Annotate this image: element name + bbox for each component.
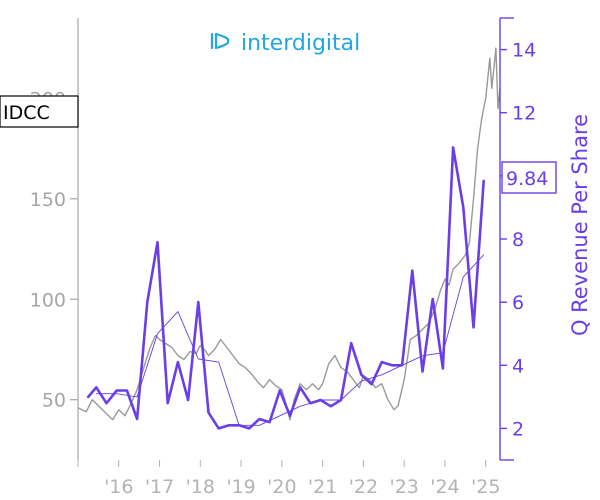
last-value-label: 9.84	[506, 168, 548, 190]
right-tick-label: 8	[512, 229, 524, 251]
x-tick-label: '19	[226, 476, 255, 498]
ticker-label: IDCC	[3, 102, 50, 124]
x-tick-label: '18	[186, 476, 215, 498]
ticker-box: IDCC	[0, 95, 79, 128]
series-line-2	[86, 146, 485, 430]
series-layer	[77, 47, 501, 430]
right-tick-label: 14	[512, 40, 536, 62]
x-tick-label: '16	[104, 476, 133, 498]
x-tick-label: '17	[145, 476, 174, 498]
right-tick-label: 6	[512, 292, 524, 314]
logo-text: interdigital	[241, 31, 360, 56]
series-line-3	[95, 254, 485, 426]
x-tick-label: '25	[471, 476, 500, 498]
right-tick-label: 12	[512, 103, 536, 125]
x-tick-label: '24	[430, 476, 459, 498]
x-tick-label: '21	[308, 476, 337, 498]
right-tick-label: 4	[512, 355, 524, 377]
x-tick-label: '20	[267, 476, 296, 498]
left-tick-label: 150	[30, 189, 66, 211]
last-value-box: 9.84	[501, 161, 557, 194]
company-logo: interdigital	[210, 31, 360, 56]
x-tick-label: '23	[389, 476, 418, 498]
right-axis-label: Q Revenue Per Share	[568, 114, 592, 336]
series-line-1	[77, 47, 501, 421]
logo-mark-icon	[210, 32, 230, 50]
right-tick-label: 2	[512, 418, 524, 440]
axes-layer: 501001502002468101214'16'17'18'19'20'21'…	[30, 17, 536, 498]
left-tick-label: 100	[30, 289, 66, 311]
x-tick-label: '22	[349, 476, 378, 498]
left-tick-label: 50	[42, 390, 66, 412]
